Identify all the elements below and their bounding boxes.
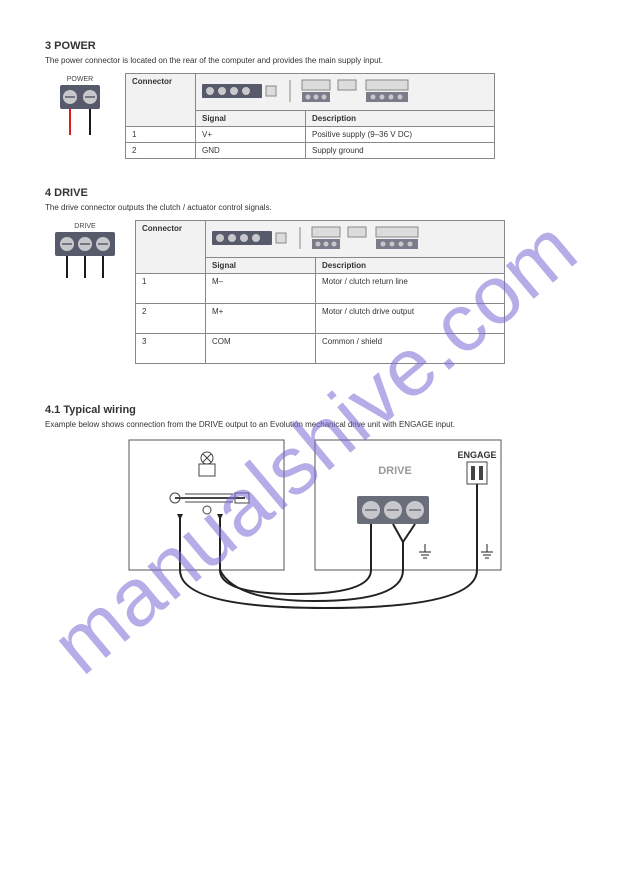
table-row: 2 M+ Motor / clutch drive output [136, 303, 505, 333]
power-title: 3 POWER [45, 40, 584, 52]
drive-label: DRIVE [378, 465, 412, 477]
backplate-diagram-icon [198, 76, 488, 106]
table-row: 3 COM Common / shield [136, 333, 505, 363]
section-drive: 4 DRIVE The drive connector outputs the … [45, 187, 584, 364]
engage-label: ENGAGE [457, 450, 496, 460]
wiring-diagram: DRIVE ENGAGE [125, 436, 505, 616]
power-r0-desc: Positive supply (9–36 V DC) [306, 126, 495, 142]
table-row: 2 GND Supply ground [126, 142, 495, 158]
drive-r2-pin: 3 [136, 333, 206, 363]
drive-th-diagram [206, 220, 505, 257]
power-connector-label: POWER [67, 76, 93, 83]
drive-r0-sig: M– [206, 273, 316, 303]
drive-intro: The drive connector outputs the clutch /… [45, 203, 584, 214]
power-r1-desc: Supply ground [306, 142, 495, 158]
power-th-desc: Description [306, 110, 495, 126]
power-table-wrap: Connector [125, 73, 495, 159]
power-r0-pin: 1 [126, 126, 196, 142]
power-connector-icon: POWER [45, 73, 115, 145]
power-intro: The power connector is located on the re… [45, 56, 584, 67]
wiring-title: 4.1 Typical wiring [45, 404, 584, 416]
drive-r1-sig: M+ [206, 303, 316, 333]
table-row: 1 V+ Positive supply (9–36 V DC) [126, 126, 495, 142]
power-th-signal: Signal [196, 110, 306, 126]
drive-r1-desc: Motor / clutch drive output [316, 303, 505, 333]
drive-r2-desc: Common / shield [316, 333, 505, 363]
section-power: 3 POWER The power connector is located o… [45, 40, 584, 159]
drive-r0-pin: 1 [136, 273, 206, 303]
drive-r0-desc: Motor / clutch return line [316, 273, 505, 303]
power-th-connector: Connector [126, 73, 196, 126]
power-th-diagram [196, 73, 495, 110]
power-table: Connector [125, 73, 495, 159]
drive-table-wrap: Connector [135, 220, 505, 364]
drive-title: 4 DRIVE [45, 187, 584, 199]
drive-th-signal: Signal [206, 257, 316, 273]
power-r0-sig: V+ [196, 126, 306, 142]
drive-r2-sig: COM [206, 333, 316, 363]
drive-connector-icon: DRIVE [45, 220, 125, 292]
drive-table: Connector [135, 220, 505, 364]
power-r1-pin: 2 [126, 142, 196, 158]
power-r1-sig: GND [196, 142, 306, 158]
drive-r1-pin: 2 [136, 303, 206, 333]
drive-th-connector: Connector [136, 220, 206, 273]
section-wiring: 4.1 Typical wiring Example below shows c… [45, 404, 584, 617]
drive-connector-label: DRIVE [74, 223, 96, 230]
table-row: 1 M– Motor / clutch return line [136, 273, 505, 303]
backplate-diagram-icon [208, 223, 498, 253]
wiring-intro: Example below shows connection from the … [45, 420, 584, 431]
drive-th-desc: Description [316, 257, 505, 273]
